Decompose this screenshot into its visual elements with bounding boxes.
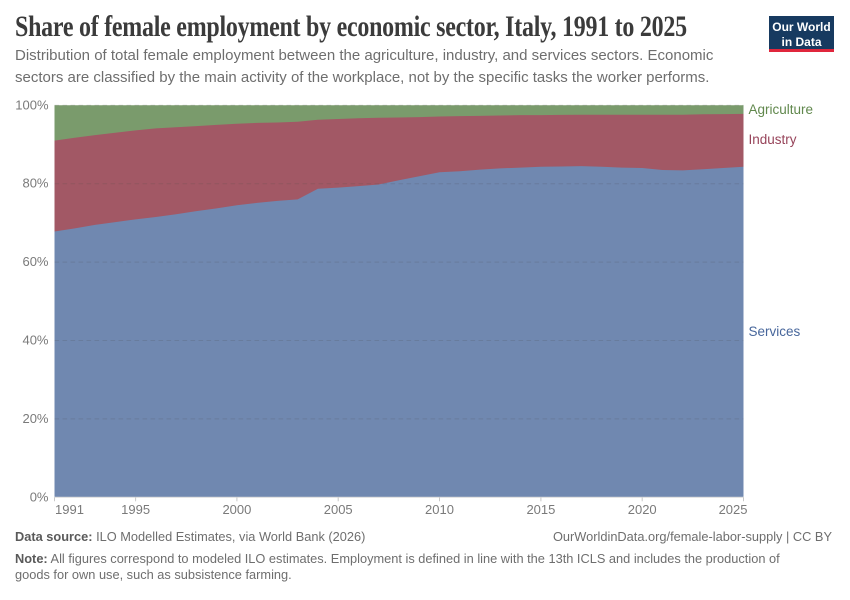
svg-text:2015: 2015 [526,502,555,517]
svg-text:1991: 1991 [55,502,84,517]
svg-text:2005: 2005 [324,502,353,517]
svg-text:2010: 2010 [425,502,454,517]
svg-text:1995: 1995 [121,502,150,517]
svg-text:0%: 0% [30,489,49,504]
svg-text:2000: 2000 [222,502,251,517]
svg-text:Industry: Industry [749,132,797,147]
svg-text:2020: 2020 [628,502,657,517]
svg-text:2025: 2025 [719,502,748,517]
svg-text:Agriculture: Agriculture [749,102,814,117]
svg-text:40%: 40% [22,333,48,348]
svg-text:80%: 80% [22,176,48,191]
svg-text:20%: 20% [22,411,48,426]
svg-text:100%: 100% [15,97,49,112]
svg-text:Services: Services [749,324,801,339]
svg-text:60%: 60% [22,254,48,269]
